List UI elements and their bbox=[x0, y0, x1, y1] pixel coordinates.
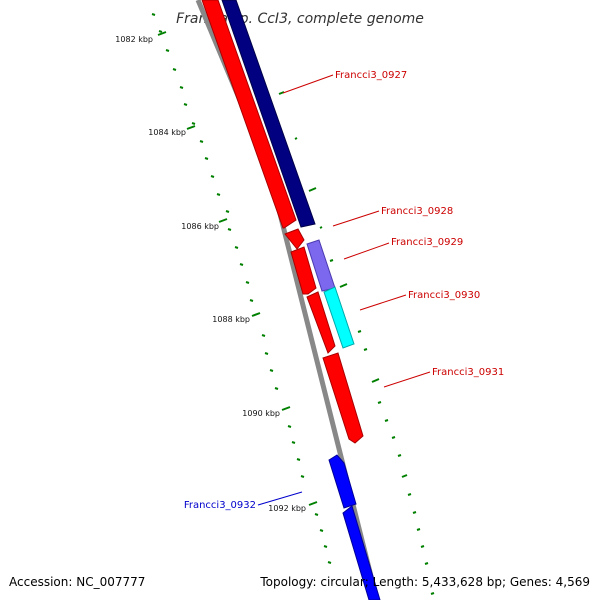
leader-francci3-0929 bbox=[343, 242, 390, 260]
gene-label-francci3-0928[interactable]: Francci3_0928 bbox=[381, 206, 453, 217]
kbp-label-1082: 1082 kbp bbox=[115, 35, 153, 44]
scale-ring bbox=[151, 13, 332, 564]
gene-francci3-0930[interactable] bbox=[323, 286, 355, 349]
gene-label-francci3-0931[interactable]: Francci3_0931 bbox=[432, 367, 504, 378]
gene-label-francci3-0932[interactable]: Francci3_0932 bbox=[184, 500, 256, 511]
gene-francci3-0928-reverse[interactable] bbox=[284, 228, 305, 250]
gene-francci3-0931-reverse[interactable] bbox=[322, 352, 364, 444]
leader-francci3-0932 bbox=[257, 491, 303, 506]
leader-francci3-0931 bbox=[383, 371, 431, 388]
kbp-label-1084: 1084 kbp bbox=[148, 128, 186, 137]
gene-francci3-0927-reverse[interactable] bbox=[201, 0, 297, 229]
kbp-label-1092: 1092 kbp bbox=[268, 504, 306, 513]
gene-forward-blue-2[interactable] bbox=[342, 505, 381, 600]
leader-francci3-0930 bbox=[359, 294, 407, 311]
leader-francci3-0928 bbox=[332, 210, 380, 227]
gene-label-francci3-0929[interactable]: Francci3_0929 bbox=[391, 237, 463, 248]
accession-text: Accession: NC_007777 bbox=[9, 575, 145, 589]
genome-summary-text: Topology: circular; Length: 5,433,628 bp… bbox=[259, 575, 590, 589]
kbp-label-1088: 1088 kbp bbox=[212, 315, 250, 324]
gene-francci3-0927-forward[interactable] bbox=[221, 0, 316, 228]
gene-reverse-1[interactable] bbox=[290, 246, 317, 295]
kbp-label-1090: 1090 kbp bbox=[242, 409, 280, 418]
leader-francci3-0927 bbox=[282, 74, 334, 94]
outer-tick-ring bbox=[278, 91, 435, 595]
gene-label-francci3-0930[interactable]: Francci3_0930 bbox=[408, 290, 480, 301]
kbp-label-1086: 1086 kbp bbox=[181, 222, 219, 231]
gene-reverse-2[interactable] bbox=[306, 291, 336, 354]
gene-francci3-0932[interactable] bbox=[328, 454, 357, 509]
gene-label-francci3-0927[interactable]: Francci3_0927 bbox=[335, 70, 407, 81]
